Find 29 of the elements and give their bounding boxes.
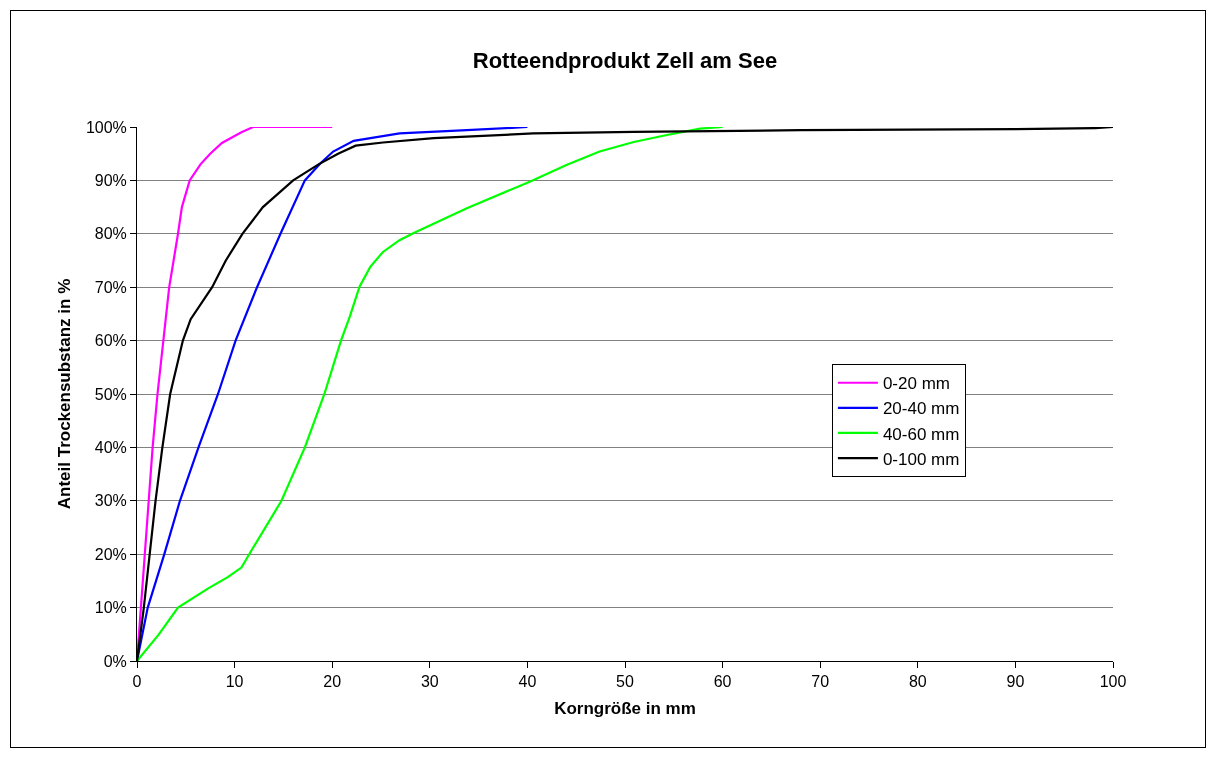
x-tick-label: 90 (1006, 673, 1025, 691)
y-tick-label: 90% (94, 172, 127, 189)
legend-label: 0-20 mm (882, 374, 950, 394)
y-tick-label: 40% (94, 439, 127, 456)
x-tick-label: 60 (713, 673, 732, 691)
y-axis-title: Anteil Trockensubstanz in % (55, 278, 75, 510)
y-tick-label: 80% (94, 225, 127, 243)
x-tick-label: 20 (323, 673, 342, 691)
x-tick-label: 10 (225, 673, 244, 691)
y-tick-label: 70% (94, 278, 127, 296)
legend-label: 20-40 mm (882, 399, 960, 419)
x-tick-label: 100 (1099, 673, 1127, 691)
x-tick-label: 50 (616, 673, 634, 691)
y-tick-label: 50% (94, 385, 127, 403)
y-tick-label: 100% (85, 118, 127, 136)
y-tick-label: 20% (94, 545, 127, 563)
y-tick-label: 10% (94, 599, 127, 617)
y-tick-label: 0% (103, 652, 127, 670)
x-tick-label: 80 (908, 673, 927, 691)
x-tick-label: 0 (132, 673, 142, 691)
legend-label: 0-100 mm (882, 449, 960, 469)
x-tick-label: 70 (811, 673, 830, 691)
x-tick-label: 40 (518, 673, 537, 691)
x-tick-label: 30 (420, 673, 439, 691)
chart-title: Rotteendprodukt Zell am See (472, 48, 778, 74)
x-axis-title: Korngröße in mm (554, 698, 696, 718)
y-tick-label: 30% (94, 492, 127, 510)
legend-label: 40-60 mm (882, 424, 960, 444)
y-tick-label: 60% (94, 332, 127, 350)
